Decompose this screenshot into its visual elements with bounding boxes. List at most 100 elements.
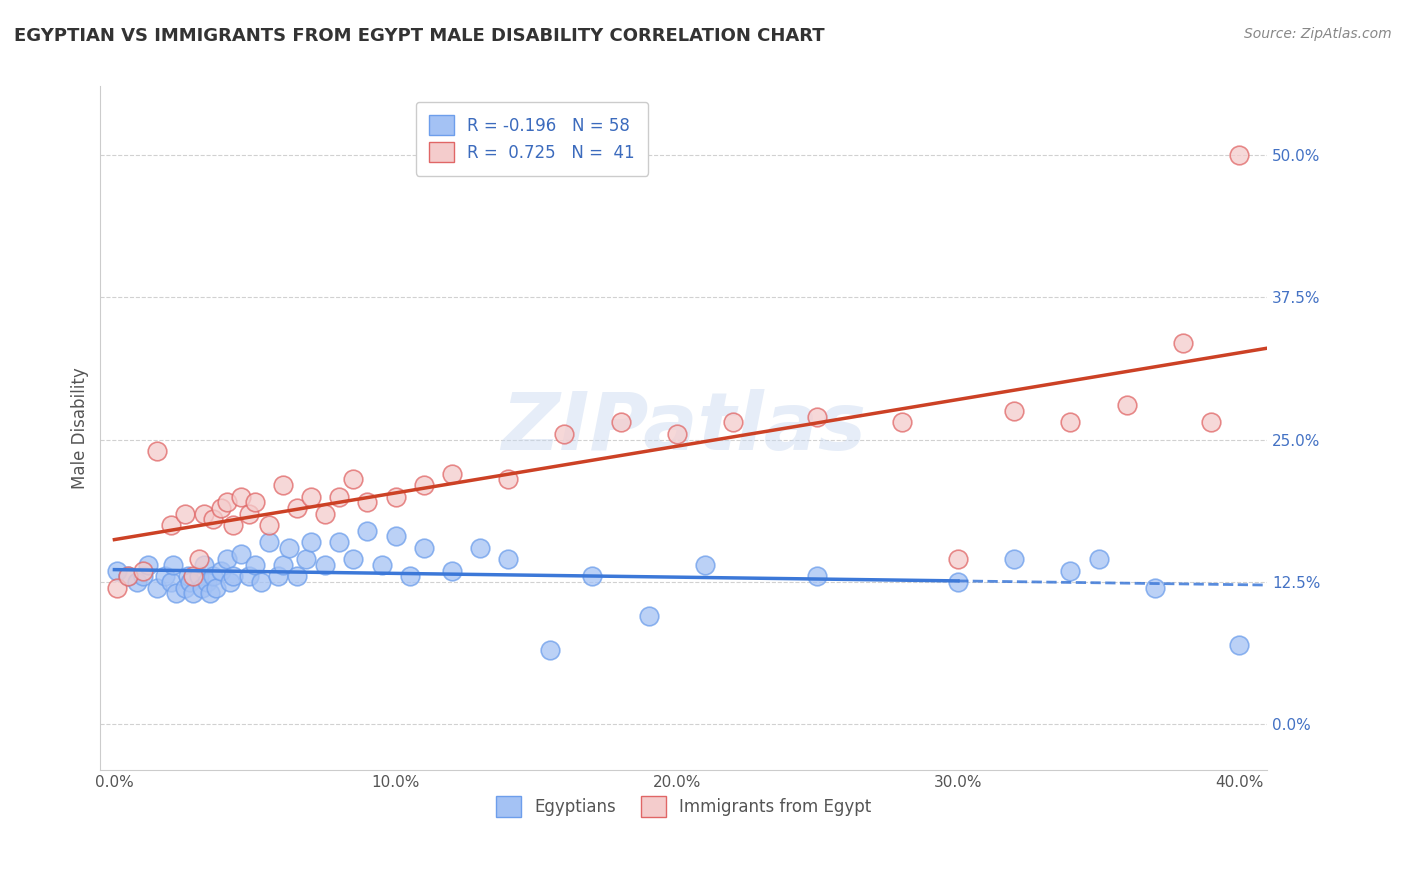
Point	[1227, 638, 1250, 652]
Point	[384, 490, 406, 504]
Point	[176, 569, 198, 583]
Point	[179, 574, 201, 589]
Point	[370, 558, 392, 572]
Point	[271, 558, 294, 572]
Point	[173, 507, 195, 521]
Point	[243, 495, 266, 509]
Point	[412, 478, 434, 492]
Point	[637, 609, 659, 624]
Point	[468, 541, 491, 555]
Point	[609, 416, 631, 430]
Point	[229, 490, 252, 504]
Point	[201, 512, 224, 526]
Point	[257, 535, 280, 549]
Point	[204, 581, 226, 595]
Point	[1002, 552, 1025, 566]
Point	[1199, 416, 1222, 430]
Point	[328, 490, 350, 504]
Point	[496, 473, 519, 487]
Point	[266, 569, 288, 583]
Point	[187, 569, 209, 583]
Point	[105, 564, 128, 578]
Point	[249, 574, 271, 589]
Legend: Egyptians, Immigrants from Egypt: Egyptians, Immigrants from Egypt	[489, 789, 879, 823]
Point	[187, 552, 209, 566]
Point	[1087, 552, 1109, 566]
Point	[285, 569, 308, 583]
Point	[721, 416, 744, 430]
Point	[193, 558, 215, 572]
Point	[131, 569, 153, 583]
Point	[209, 500, 232, 515]
Point	[181, 586, 204, 600]
Point	[218, 574, 240, 589]
Point	[153, 569, 176, 583]
Point	[190, 581, 212, 595]
Point	[946, 574, 969, 589]
Point	[581, 569, 603, 583]
Point	[806, 569, 828, 583]
Point	[1002, 404, 1025, 418]
Point	[131, 564, 153, 578]
Point	[342, 552, 364, 566]
Point	[181, 569, 204, 583]
Point	[221, 569, 243, 583]
Point	[342, 473, 364, 487]
Point	[195, 574, 218, 589]
Point	[1059, 564, 1081, 578]
Point	[314, 507, 336, 521]
Point	[440, 564, 463, 578]
Point	[285, 500, 308, 515]
Point	[229, 547, 252, 561]
Point	[162, 558, 184, 572]
Y-axis label: Male Disability: Male Disability	[72, 368, 89, 489]
Point	[440, 467, 463, 481]
Point	[105, 581, 128, 595]
Point	[238, 507, 260, 521]
Text: Source: ZipAtlas.com: Source: ZipAtlas.com	[1244, 27, 1392, 41]
Point	[496, 552, 519, 566]
Point	[538, 643, 561, 657]
Point	[238, 569, 260, 583]
Point	[412, 541, 434, 555]
Point	[221, 518, 243, 533]
Point	[125, 574, 148, 589]
Point	[136, 558, 159, 572]
Point	[257, 518, 280, 533]
Text: ZIPatlas: ZIPatlas	[502, 389, 866, 467]
Point	[890, 416, 912, 430]
Point	[299, 535, 322, 549]
Point	[299, 490, 322, 504]
Point	[173, 581, 195, 595]
Point	[117, 569, 139, 583]
Point	[159, 518, 181, 533]
Point	[277, 541, 299, 555]
Point	[553, 426, 575, 441]
Point	[193, 507, 215, 521]
Point	[117, 569, 139, 583]
Point	[145, 444, 167, 458]
Point	[1171, 335, 1194, 350]
Point	[946, 552, 969, 566]
Text: EGYPTIAN VS IMMIGRANTS FROM EGYPT MALE DISABILITY CORRELATION CHART: EGYPTIAN VS IMMIGRANTS FROM EGYPT MALE D…	[14, 27, 825, 45]
Point	[198, 586, 221, 600]
Point	[243, 558, 266, 572]
Point	[201, 569, 224, 583]
Point	[328, 535, 350, 549]
Point	[271, 478, 294, 492]
Point	[314, 558, 336, 572]
Point	[209, 564, 232, 578]
Point	[398, 569, 420, 583]
Point	[215, 552, 238, 566]
Point	[356, 495, 378, 509]
Point	[165, 586, 187, 600]
Point	[384, 529, 406, 543]
Point	[159, 574, 181, 589]
Point	[1115, 398, 1137, 412]
Point	[665, 426, 688, 441]
Point	[1059, 416, 1081, 430]
Point	[1227, 147, 1250, 161]
Point	[693, 558, 716, 572]
Point	[215, 495, 238, 509]
Point	[806, 409, 828, 424]
